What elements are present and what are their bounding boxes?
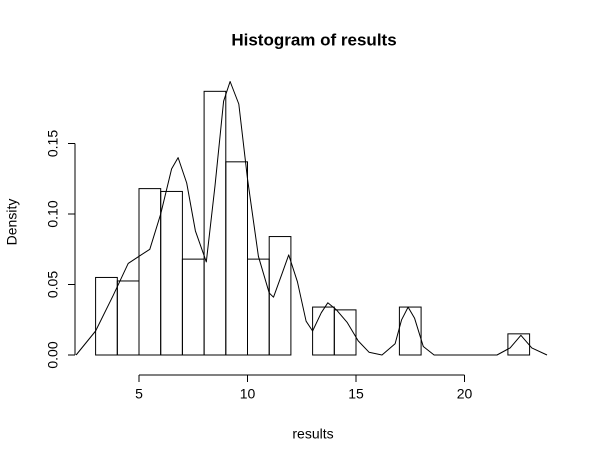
x-tick-label: 5: [135, 386, 143, 402]
x-tick-label: 15: [348, 386, 364, 402]
bar: [225, 161, 249, 356]
x-tick-label: 10: [240, 386, 256, 402]
y-axis-label: Density: [4, 199, 20, 246]
bar: [507, 333, 531, 356]
density-line: [75, 81, 548, 356]
bar: [398, 306, 422, 356]
bar: [333, 309, 357, 356]
bar: [268, 236, 292, 356]
chart-title: Histogram of results: [231, 30, 396, 49]
y-tick-label: 0.00: [45, 341, 61, 368]
y-tick-label: 0.15: [45, 130, 61, 157]
x-tick-label: 20: [457, 386, 473, 402]
x-axis-label: results: [292, 426, 333, 442]
y-tick-label: 0.10: [45, 200, 61, 227]
y-tick-label: 0.05: [45, 271, 61, 298]
